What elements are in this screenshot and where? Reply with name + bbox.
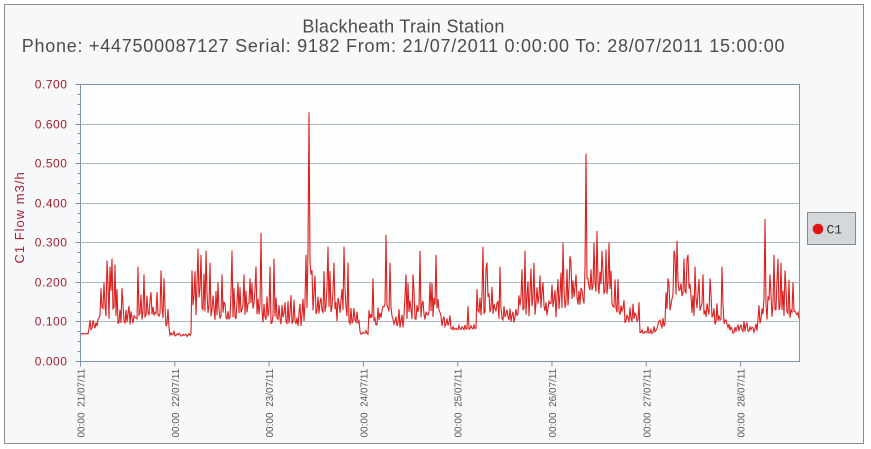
svg-text:Phone: +447500087127 Serial: 9: Phone: +447500087127 Serial: 9182 From: … (22, 36, 786, 56)
svg-text:C1 Flow m3/h: C1 Flow m3/h (12, 171, 27, 263)
svg-text:0.700: 0.700 (35, 78, 68, 92)
svg-text:00:00 28/07/11: 00:00 28/07/11 (737, 368, 748, 437)
svg-text:00:00 27/07/11: 00:00 27/07/11 (642, 368, 653, 437)
svg-text:00:00 21/07/11: 00:00 21/07/11 (77, 368, 88, 437)
svg-text:0.600: 0.600 (35, 118, 68, 132)
svg-text:00:00 22/07/11: 00:00 22/07/11 (171, 368, 182, 437)
svg-text:00:00 25/07/11: 00:00 25/07/11 (454, 368, 465, 437)
svg-text:C1: C1 (827, 223, 843, 238)
svg-text:0.500: 0.500 (35, 157, 68, 171)
svg-text:0.100: 0.100 (35, 315, 68, 329)
svg-text:00:00 26/07/11: 00:00 26/07/11 (548, 368, 559, 437)
svg-text:0.400: 0.400 (35, 197, 68, 211)
svg-text:00:00 23/07/11: 00:00 23/07/11 (265, 368, 276, 437)
svg-text:0.200: 0.200 (35, 276, 68, 290)
svg-text:Blackheath Train Station: Blackheath Train Station (302, 17, 504, 37)
svg-text:0.300: 0.300 (35, 236, 68, 250)
svg-text:0.000: 0.000 (35, 355, 68, 369)
svg-text:00:00 24/07/11: 00:00 24/07/11 (359, 368, 370, 437)
